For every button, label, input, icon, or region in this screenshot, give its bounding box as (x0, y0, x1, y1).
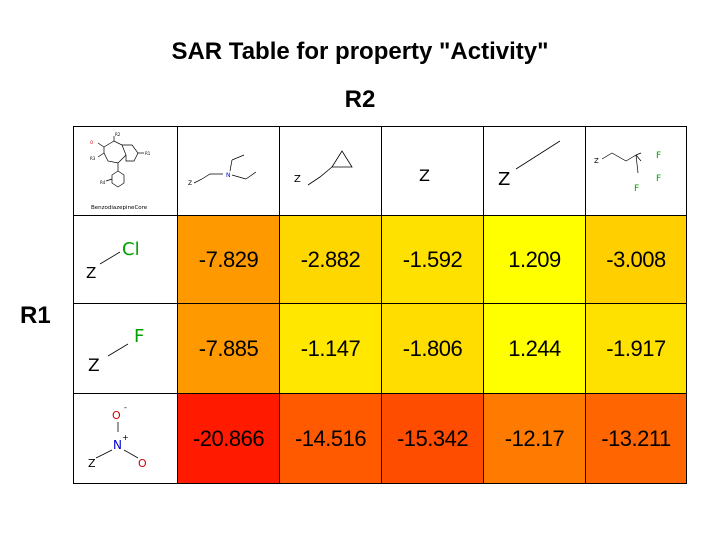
hydrogen-z: Z (419, 166, 430, 185)
heatmap-cell: -1.806 (382, 304, 484, 394)
core-label-r1: R1 (145, 151, 151, 156)
fluoro-z: Z (88, 356, 100, 376)
heatmap-cell: -7.829 (178, 216, 280, 304)
nitro-structure: O - N + Z O (88, 403, 147, 470)
nitro-n: N (113, 438, 122, 452)
core-label-r2: R2 (115, 132, 121, 137)
trifluoroethyl-f3: F (634, 184, 639, 194)
heatmap-cell: 1.209 (484, 216, 586, 304)
cyclopropylmethyl-structure: Z (294, 150, 353, 186)
column-header-2: Z (280, 127, 382, 216)
row-header-3: O - N + Z O (74, 394, 178, 483)
core-structure-cell: R2 O R3 R1 R4 BenzodiazepineCore (74, 127, 178, 216)
chloro-cl: Cl (122, 239, 140, 260)
heatmap-cell: -12.17 (484, 394, 586, 483)
chloro-structure: Z Cl (86, 239, 140, 282)
trifluoroethyl-f2: F (656, 174, 661, 184)
row-header-2: Z F (74, 304, 178, 394)
nitro-minus: - (124, 403, 127, 412)
nitro-plus: + (122, 433, 129, 442)
heatmap-cell: 1.244 (484, 304, 586, 394)
heatmap-cell: -3.008 (586, 216, 686, 304)
diethylaminoethyl-structure: Z N (188, 154, 257, 187)
heatmap-cell: -2.882 (280, 216, 382, 304)
diethylaminoethyl-n: N (226, 172, 231, 179)
trifluoroethyl-z: Z (594, 157, 599, 165)
col-group-label: R2 (344, 86, 376, 113)
core-label-o: O (90, 140, 93, 145)
heatmap-cell: -7.885 (178, 304, 280, 394)
fluoro-f: F (134, 326, 144, 347)
heatmap-cell: -15.342 (382, 394, 484, 483)
benzodiazepine-core-image: R2 O R3 R1 R4 BenzodiazepineCore (90, 132, 151, 211)
hydrogen-structure: Z (419, 166, 430, 185)
core-caption: BenzodiazepineCore (91, 205, 148, 211)
nitro-z: Z (88, 457, 96, 470)
chloro-z: Z (86, 264, 96, 282)
cyclopropylmethyl-z: Z (294, 174, 301, 185)
sar-table: R2 O R3 R1 R4 BenzodiazepineCore Z N (73, 126, 687, 484)
trifluoroethyl-f1: F (656, 151, 661, 161)
column-header-5: Z F F F (586, 127, 686, 216)
column-header-4: Z (484, 127, 586, 216)
heatmap-cell: -1.592 (382, 216, 484, 304)
heatmap-cell: -1.147 (280, 304, 382, 394)
methyl-structure: Z (498, 140, 561, 190)
core-label-r3: R3 (90, 156, 96, 161)
fluoro-structure: Z F (88, 326, 144, 376)
methyl-z: Z (498, 169, 510, 190)
heatmap-cell: -13.211 (586, 394, 686, 483)
core-label-r4: R4 (100, 180, 106, 185)
nitro-o-right: O (138, 457, 147, 470)
nitro-o-top: O (112, 409, 121, 422)
trifluoroethyl-structure: Z F F F (594, 151, 661, 194)
column-header-3: Z (382, 127, 484, 216)
heatmap-cell: -14.516 (280, 394, 382, 483)
diethylaminoethyl-z: Z (188, 180, 192, 187)
column-header-1: Z N (178, 127, 280, 216)
heatmap-cell: -1.917 (586, 304, 686, 394)
row-header-1: Z Cl (74, 216, 178, 304)
heatmap-cell: -20.866 (178, 394, 280, 483)
row-group-label: R1 (20, 302, 51, 329)
page-title: SAR Table for property "Activity" (171, 38, 549, 65)
